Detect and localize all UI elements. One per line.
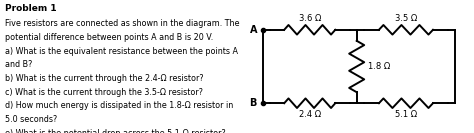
Text: a) What is the equivalent resistance between the points A: a) What is the equivalent resistance bet…: [5, 47, 238, 56]
Text: 3.5 Ω: 3.5 Ω: [395, 14, 417, 23]
Text: 1.8 Ω: 1.8 Ω: [368, 62, 391, 71]
Text: 3.6 Ω: 3.6 Ω: [299, 14, 321, 23]
Text: b) What is the current through the 2.4-Ω resistor?: b) What is the current through the 2.4-Ω…: [5, 74, 203, 83]
Text: c) What is the current through the 3.5-Ω resistor?: c) What is the current through the 3.5-Ω…: [5, 88, 203, 97]
Text: 5.1 Ω: 5.1 Ω: [395, 110, 417, 119]
Text: 2.4 Ω: 2.4 Ω: [299, 110, 321, 119]
Text: d) How much energy is dissipated in the 1.8-Ω resistor in: d) How much energy is dissipated in the …: [5, 101, 233, 111]
Text: and B?: and B?: [5, 60, 32, 69]
Text: Problem 1: Problem 1: [5, 4, 56, 13]
Text: potential difference between points A and B is 20 V.: potential difference between points A an…: [5, 33, 213, 42]
Text: 5.0 seconds?: 5.0 seconds?: [5, 115, 57, 124]
Text: A: A: [249, 25, 257, 35]
Text: Five resistors are connected as shown in the diagram. The: Five resistors are connected as shown in…: [5, 19, 239, 28]
Text: B: B: [250, 98, 257, 108]
Text: e) What is the potential drop across the 5.1-Ω resistor?: e) What is the potential drop across the…: [5, 129, 226, 133]
